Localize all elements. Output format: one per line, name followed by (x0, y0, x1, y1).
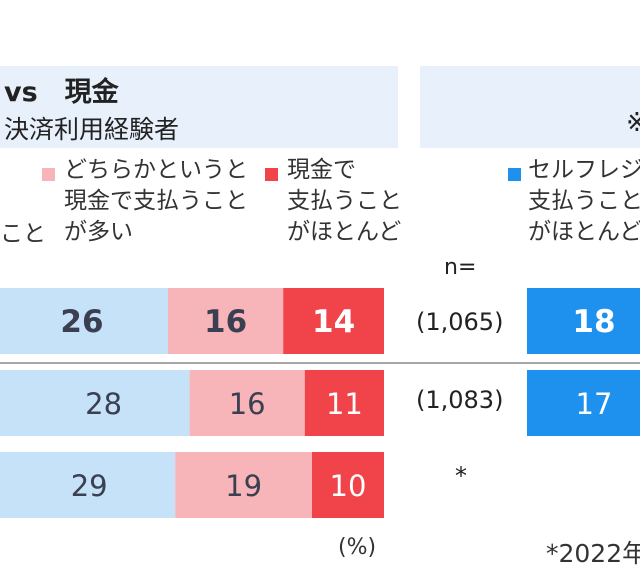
data-label-red-row1: 14 (312, 304, 355, 340)
bar-red-row2 (304, 370, 384, 436)
n-value-row1: (1,065) (416, 308, 504, 336)
data-label-blue-row2: 17 (576, 387, 613, 421)
data-label-light-blue-row2: 28 (85, 387, 122, 421)
legend-swatch-red (265, 168, 278, 181)
data-label-red-row3: 10 (330, 469, 367, 503)
bar-blue-row1 (527, 288, 640, 354)
row-divider (0, 362, 640, 364)
bar-blue-row2 (527, 370, 640, 436)
left-title-panel (0, 66, 398, 148)
row3-asterisk: * (455, 462, 467, 490)
legend-label-blue: セルフレジで 支払うこと がほとんど (528, 157, 640, 245)
data-label-light-pink-row1: 16 (204, 304, 247, 340)
legend-cut-label: こと (0, 221, 46, 247)
bar-light-pink-row2 (189, 370, 305, 436)
legend-label-red: 現金で 支払うこと がほとんど (287, 157, 402, 245)
right-panel-note: ※ (626, 108, 640, 138)
legend-swatch-light-pink (42, 168, 55, 181)
bar-light-blue-row1 (0, 288, 168, 354)
legend-label-light-pink: どちらかというと 現金で支払うこと が多い (64, 157, 248, 245)
n-header: n= (444, 255, 477, 280)
panel-title: vs 現金 (4, 77, 119, 108)
data-label-light-pink-row2: 16 (229, 387, 266, 421)
unit-label: (%) (338, 535, 377, 560)
data-label-blue-row1: 18 (572, 304, 615, 340)
right-title-panel (420, 66, 640, 148)
bar-light-pink-row3 (175, 452, 312, 518)
data-label-red-row2: 11 (326, 387, 363, 421)
bar-light-pink-row1 (168, 288, 284, 354)
bar-red-row1 (283, 288, 384, 354)
bar-light-blue-row2 (0, 370, 190, 436)
legend-swatch-blue (508, 168, 521, 181)
footnote: *2022年 (546, 539, 640, 568)
panel-subtitle: 決済利用経験者 (4, 115, 180, 144)
data-label-light-blue-row3: 29 (71, 469, 108, 503)
bar-light-blue-row3 (0, 452, 176, 518)
data-label-light-pink-row3: 19 (225, 469, 262, 503)
data-label-light-blue-row1: 26 (60, 304, 103, 340)
n-value-row2: (1,083) (416, 386, 504, 414)
bar-red-row3 (312, 452, 384, 518)
